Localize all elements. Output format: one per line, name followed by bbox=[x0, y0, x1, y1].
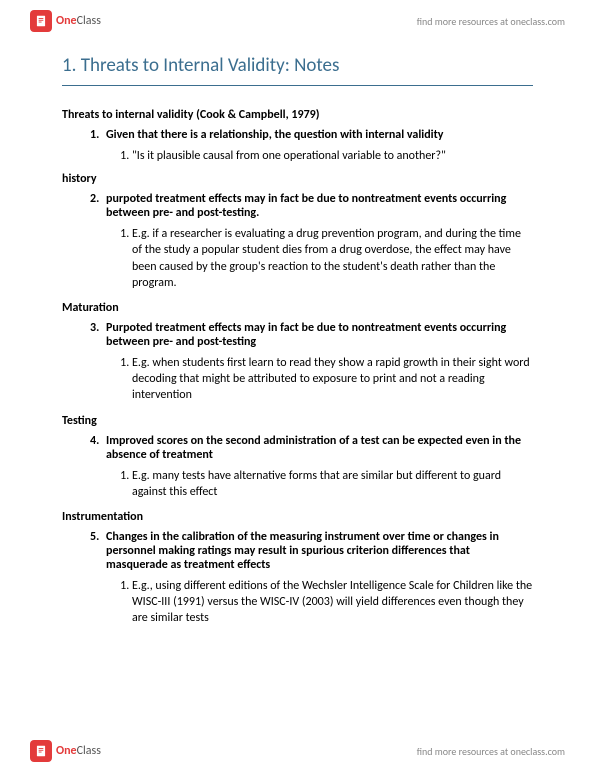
list-2: purpoted treatment effects may in fact b… bbox=[62, 192, 533, 291]
instrumentation-label: Instrumentation bbox=[62, 510, 533, 524]
testing-label: Testing bbox=[62, 414, 533, 428]
item-5: Changes in the calibration of the measur… bbox=[102, 530, 533, 627]
document-icon bbox=[34, 14, 48, 28]
item-2-sub-list: E.g. if a researcher is evaluating a dru… bbox=[106, 226, 533, 291]
item-5-sub: E.g., using different editions of the We… bbox=[132, 578, 533, 627]
brand-badge-icon-footer bbox=[30, 740, 52, 762]
list-4: Improved scores on the second administra… bbox=[62, 434, 533, 500]
document-content: 1. Threats to Internal Validity: Notes T… bbox=[0, 36, 595, 626]
list-3: Purpoted treatment effects may in fact b… bbox=[62, 321, 533, 404]
brand-part1: One bbox=[56, 14, 77, 28]
brand-logo-footer: OneClass bbox=[30, 740, 101, 762]
item-5-text: Changes in the calibration of the measur… bbox=[106, 530, 499, 572]
intro-label: Threats to internal validity (Cook & Cam… bbox=[62, 108, 533, 122]
footer-tagline: find more resources at oneclass.com bbox=[417, 745, 565, 758]
item-4: Improved scores on the second administra… bbox=[102, 434, 533, 500]
page-footer: OneClass find more resources at oneclass… bbox=[0, 740, 595, 762]
brand-badge-icon bbox=[30, 10, 52, 32]
maturation-label: Maturation bbox=[62, 301, 533, 315]
list-5: Changes in the calibration of the measur… bbox=[62, 530, 533, 627]
block-5: Changes in the calibration of the measur… bbox=[62, 530, 533, 627]
brand-part1-footer: One bbox=[56, 744, 77, 758]
item-4-sub: E.g. many tests have alternative forms t… bbox=[132, 468, 533, 500]
brand-part2-footer: Class bbox=[77, 744, 101, 758]
item-3-sub-list: E.g. when students first learn to read t… bbox=[106, 355, 533, 404]
header-tagline: find more resources at oneclass.com bbox=[417, 15, 565, 28]
page-title: 1. Threats to Internal Validity: Notes bbox=[62, 54, 533, 86]
item-3-text: Purpoted treatment effects may in fact b… bbox=[106, 321, 506, 349]
item-1-sub: "Is it plausible causal from one operati… bbox=[132, 148, 533, 164]
brand-text-footer: OneClass bbox=[56, 744, 101, 758]
page-header: OneClass find more resources at oneclass… bbox=[0, 0, 595, 36]
block-1: Given that there is a relationship, the … bbox=[62, 128, 533, 164]
block-4: Improved scores on the second administra… bbox=[62, 434, 533, 500]
item-2: purpoted treatment effects may in fact b… bbox=[102, 192, 533, 291]
item-3: Purpoted treatment effects may in fact b… bbox=[102, 321, 533, 404]
item-1-sub-list: "Is it plausible causal from one operati… bbox=[106, 148, 533, 164]
item-1-text: Given that there is a relationship, the … bbox=[106, 128, 443, 142]
item-5-sub-list: E.g., using different editions of the We… bbox=[106, 578, 533, 627]
item-4-text: Improved scores on the second administra… bbox=[106, 434, 521, 462]
block-2: purpoted treatment effects may in fact b… bbox=[62, 192, 533, 291]
document-icon bbox=[34, 744, 48, 758]
item-1: Given that there is a relationship, the … bbox=[102, 128, 533, 164]
list-1: Given that there is a relationship, the … bbox=[62, 128, 533, 164]
history-label: history bbox=[62, 172, 533, 186]
item-4-sub-list: E.g. many tests have alternative forms t… bbox=[106, 468, 533, 500]
block-3: Purpoted treatment effects may in fact b… bbox=[62, 321, 533, 404]
brand-logo: OneClass bbox=[30, 10, 101, 32]
brand-part2: Class bbox=[77, 14, 101, 28]
item-2-text: purpoted treatment effects may in fact b… bbox=[106, 192, 506, 220]
brand-text: OneClass bbox=[56, 14, 101, 28]
item-2-sub: E.g. if a researcher is evaluating a dru… bbox=[132, 226, 533, 291]
item-3-sub: E.g. when students first learn to read t… bbox=[132, 355, 533, 404]
